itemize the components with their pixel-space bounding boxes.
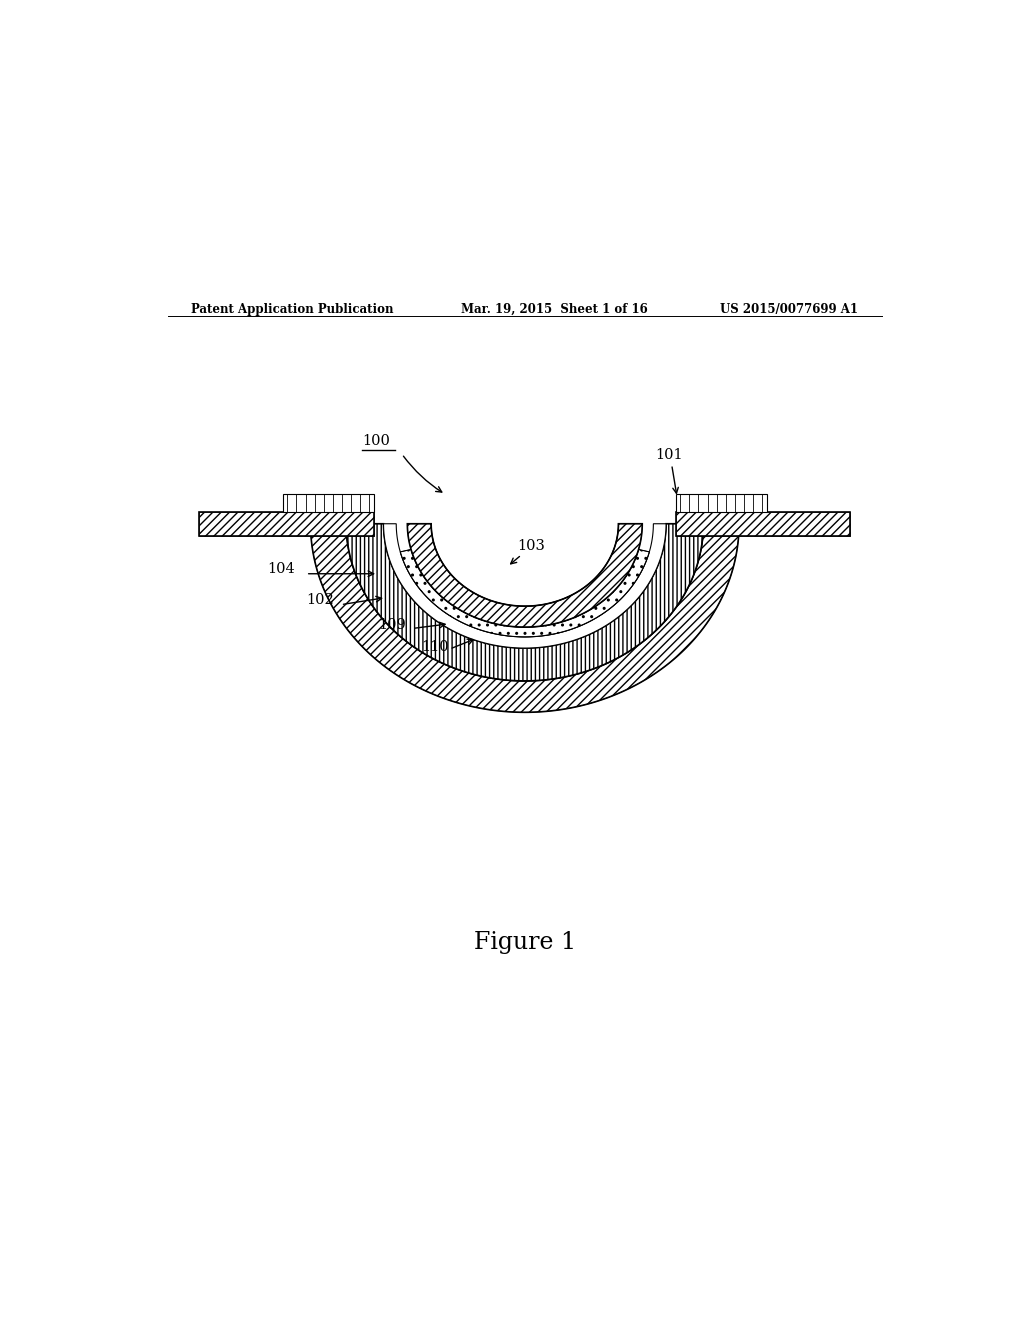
Polygon shape <box>310 524 739 713</box>
Polygon shape <box>346 524 703 681</box>
Text: 102: 102 <box>306 593 334 607</box>
Text: 109: 109 <box>378 619 406 632</box>
Polygon shape <box>408 524 642 627</box>
Polygon shape <box>200 512 374 536</box>
Text: US 2015/0077699 A1: US 2015/0077699 A1 <box>720 304 858 315</box>
Text: Mar. 19, 2015  Sheet 1 of 16: Mar. 19, 2015 Sheet 1 of 16 <box>461 304 648 315</box>
Text: Figure 1: Figure 1 <box>474 931 575 954</box>
Polygon shape <box>283 494 374 512</box>
Text: 100: 100 <box>362 434 390 449</box>
Polygon shape <box>384 524 666 648</box>
Polygon shape <box>676 512 850 536</box>
Text: 104: 104 <box>267 562 295 576</box>
Text: 110: 110 <box>422 640 450 653</box>
Text: 101: 101 <box>655 447 683 462</box>
Text: Patent Application Publication: Patent Application Publication <box>191 304 394 315</box>
Text: 103: 103 <box>517 539 545 553</box>
Polygon shape <box>400 549 649 636</box>
Polygon shape <box>676 494 767 512</box>
